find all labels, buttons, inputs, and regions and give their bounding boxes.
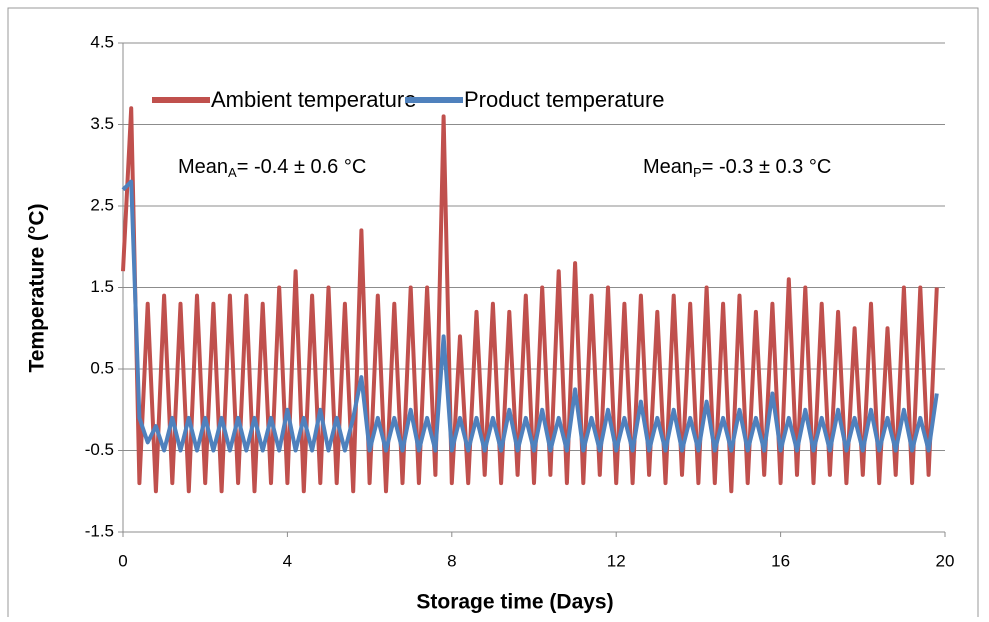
y-tick-label: 3.5 (90, 114, 114, 133)
annotation-text: Mean (643, 156, 693, 178)
x-tick-label: 4 (283, 551, 292, 570)
y-tick-label: 4.5 (90, 32, 114, 51)
annotation: MeanA= -0.4 ± 0.6 °C (178, 156, 366, 180)
legend-label: Product temperature (464, 87, 665, 112)
data-line (121, 179, 939, 453)
y-axis-title: Temperature (°C) (26, 203, 49, 372)
annotation-text: Mean (178, 156, 228, 178)
y-tick-label: -1.5 (85, 521, 114, 540)
x-tick-label: 12 (607, 551, 626, 570)
x-tick-label: 8 (447, 551, 456, 570)
y-tick-label: 1.5 (90, 277, 114, 296)
annotation-rest: = -0.3 ± 0.3 °C (702, 156, 832, 178)
annotation: MeanP= -0.3 ± 0.3 °C (643, 156, 831, 180)
y-tick-label: 2.5 (90, 195, 114, 214)
x-axis-title: Storage time (Days) (416, 591, 613, 614)
data-line (121, 106, 939, 494)
x-tick-label: 20 (936, 551, 955, 570)
legend-label: Ambient temperature (211, 87, 416, 112)
x-tick-label: 0 (118, 551, 127, 570)
y-tick-label: 0.5 (90, 358, 114, 377)
annotation-rest: = -0.4 ± 0.6 °C (237, 156, 367, 178)
x-tick-label: 16 (771, 551, 790, 570)
y-tick-label: -0.5 (85, 440, 114, 459)
annotation-subscript: A (228, 165, 237, 180)
annotation-subscript: P (693, 165, 702, 180)
